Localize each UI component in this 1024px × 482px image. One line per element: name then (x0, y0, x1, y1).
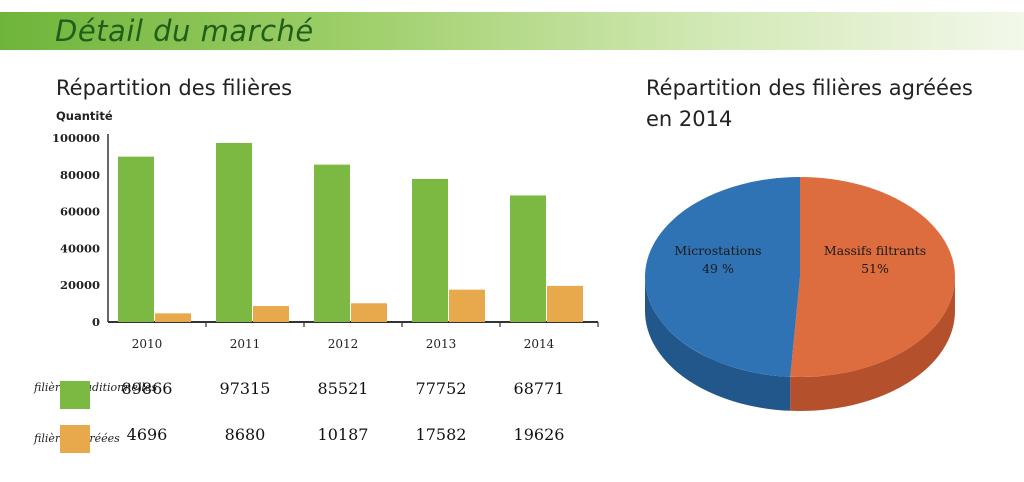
legend-swatch-approved (60, 425, 90, 453)
pie-value-microstations: 49 % (702, 261, 734, 276)
bar-approved (449, 289, 485, 322)
pie-label-massifs: Massifs filtrants (824, 243, 926, 258)
y-tick-label: 60000 (60, 205, 100, 219)
table-value-traditional: 85521 (317, 379, 369, 398)
bar-approved (351, 303, 387, 322)
bar-chart-title: Répartition des filières (56, 76, 293, 100)
bar-traditional (510, 195, 546, 322)
bar-traditional (412, 178, 448, 322)
bar-chart: 0 20000 40000 60000 80000 100000 2010 2011 2012 2… (52, 131, 599, 351)
table-value-approved: 19626 (513, 425, 565, 444)
pie-chart: Microstations 49 % Massifs filtrants 51% (645, 177, 956, 411)
table-value-approved: 10187 (317, 425, 369, 444)
bar-traditional (216, 142, 252, 322)
y-tick-label: 80000 (60, 168, 100, 182)
pie-slice-microstations (645, 177, 800, 377)
y-tick-label: 0 (92, 315, 100, 329)
pie-chart-title-line1: Répartition des filières agréées (646, 76, 973, 100)
legend-swatch-traditional (60, 381, 90, 409)
table-value-traditional: 77752 (415, 379, 467, 398)
bar-approved (155, 313, 191, 322)
bar-chart-ylabel: Quantité (56, 109, 113, 123)
table-value-approved: 17582 (415, 425, 467, 444)
x-tick-label: 2012 (328, 337, 359, 351)
x-tick-label: 2010 (132, 337, 163, 351)
y-tick-label: 20000 (60, 278, 100, 292)
section-banner: Détail du marché (0, 12, 1024, 50)
table-value-traditional: 97315 (219, 379, 271, 398)
pie-slice-massifs (790, 177, 956, 377)
pie-label-microstations: Microstations (674, 243, 761, 258)
x-tick-label: 2011 (230, 337, 261, 351)
y-tick-label: 40000 (60, 241, 100, 255)
table-value-traditional: 89866 (121, 379, 173, 398)
pie-wall-microstations (645, 277, 791, 411)
pie-chart-title-line2: en 2014 (646, 107, 733, 131)
section-title: Détail du marché (55, 14, 314, 48)
bar-traditional (314, 164, 350, 322)
pie-value-massifs: 51% (861, 261, 889, 276)
bar-traditional (118, 156, 154, 322)
pie-wall-massifs (790, 277, 955, 411)
table-value-approved: 8680 (224, 425, 266, 444)
bar-approved (547, 285, 583, 322)
y-tick-label: 100000 (52, 131, 100, 145)
bar-approved (253, 306, 289, 322)
x-tick-label: 2014 (524, 337, 555, 351)
table-value-traditional: 68771 (513, 379, 565, 398)
x-tick-label: 2013 (426, 337, 457, 351)
table-value-approved: 4696 (126, 425, 168, 444)
